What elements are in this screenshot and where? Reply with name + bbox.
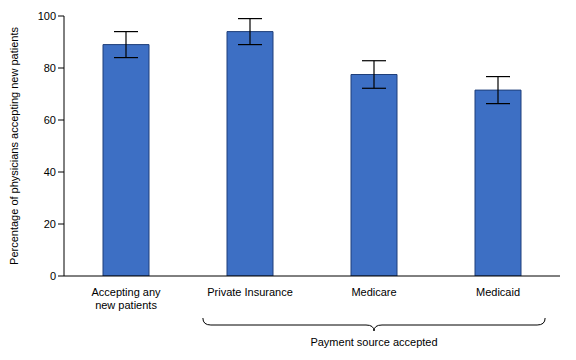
svg-text:Payment source accepted: Payment source accepted [310, 336, 437, 348]
svg-text:80: 80 [44, 62, 56, 74]
svg-text:0: 0 [50, 270, 56, 282]
svg-text:Percentage of physicians accep: Percentage of physicians accepting new p… [8, 27, 20, 265]
svg-text:40: 40 [44, 166, 56, 178]
svg-text:60: 60 [44, 114, 56, 126]
svg-text:20: 20 [44, 218, 56, 230]
svg-text:Accepting anynew patients: Accepting anynew patients [91, 286, 161, 311]
svg-text:Private Insurance: Private Insurance [207, 286, 293, 298]
svg-text:100: 100 [38, 10, 56, 22]
svg-text:Medicaid: Medicaid [476, 286, 520, 298]
svg-text:Medicare: Medicare [351, 286, 396, 298]
